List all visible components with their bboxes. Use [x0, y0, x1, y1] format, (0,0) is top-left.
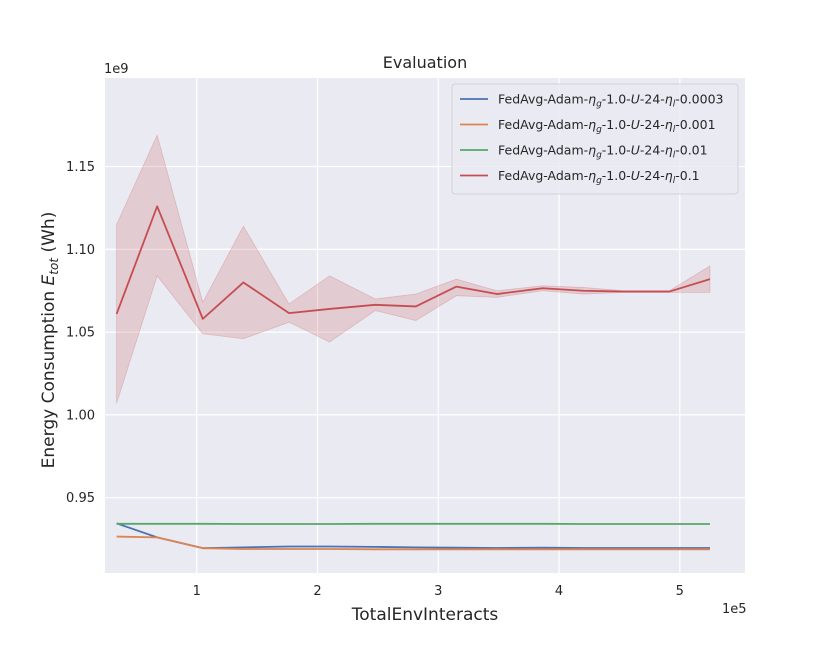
y-tick-label: 1.15: [66, 160, 95, 175]
x-scale-label: 1e5: [722, 602, 747, 617]
y-scale-label: 1e9: [104, 62, 129, 77]
legend-box: [451, 83, 739, 195]
series-lines: [115, 205, 711, 551]
y-axis-label-prefix: Energy Consumption: [39, 285, 59, 468]
legend: FedAvg-Adam-ηg-1.0-U-24-ηl-0.0003 FedAvg-…: [451, 83, 739, 195]
x-axis-label: TotalEnvInteracts: [351, 605, 499, 625]
y-axis-label-var: E: [39, 274, 59, 285]
x-tick-label: 3: [434, 584, 442, 599]
x-tick-label: 4: [555, 584, 563, 599]
y-axis-label-suffix: (Wh): [39, 212, 59, 258]
x-tick-label: 1: [193, 584, 201, 599]
series-line: [115, 205, 711, 320]
tick-labels: 1 2 3 4 5 0.95 1.00 1.05 1.10 1.15: [66, 160, 684, 599]
y-tick-label: 1.10: [66, 243, 95, 258]
x-tick-label: 5: [676, 584, 684, 599]
series-line: [116, 535, 710, 551]
confidence-bands: [116, 133, 711, 404]
y-axis-label: Energy Consumption Etot (Wh): [39, 212, 61, 469]
legend-entry: FedAvg-Adam-ηg-1.0-U-24-ηl-0.01: [498, 143, 708, 161]
legend-entry: FedAvg-Adam-ηg-1.0-U-24-ηl-0.1: [498, 168, 700, 186]
legend-entry: FedAvg-Adam-ηg-1.0-U-24-ηl-0.0003: [498, 92, 724, 110]
series-band: [116, 133, 711, 404]
y-axis-label-sub: tot: [47, 257, 61, 275]
chart-title: Evaluation: [383, 53, 467, 72]
y-tick-label: 1.05: [66, 326, 95, 341]
x-tick-label: 2: [313, 584, 321, 599]
legend-entry: FedAvg-Adam-ηg-1.0-U-24-ηl-0.001: [498, 117, 716, 135]
y-tick-label: 1.00: [66, 408, 95, 423]
y-tick-label: 0.95: [66, 491, 95, 506]
